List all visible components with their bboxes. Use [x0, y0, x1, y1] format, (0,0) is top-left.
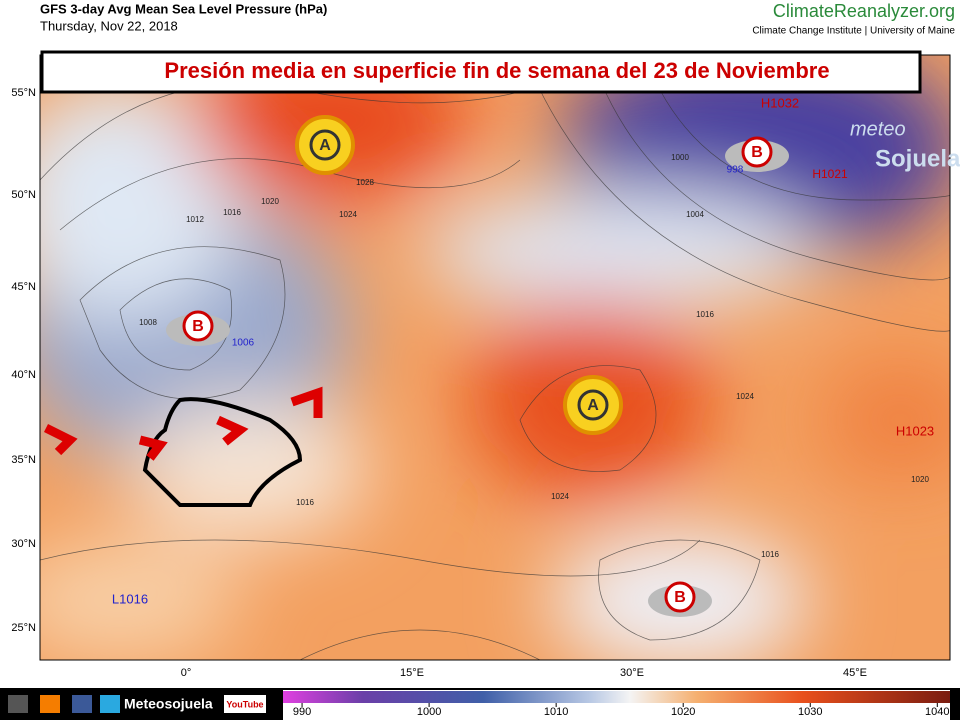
colorbar [283, 691, 950, 703]
lat-label: 50°N [11, 189, 36, 201]
lon-label: 30°E [620, 667, 644, 679]
icon [100, 695, 120, 713]
pressure-label: 1016 [696, 310, 714, 319]
icon [8, 695, 28, 713]
pressure-label: 1024 [736, 392, 754, 401]
pressure-label: 1024 [339, 210, 357, 219]
brand-sub: Climate Change Institute | University of… [752, 26, 955, 37]
pressure-label: 998 [727, 165, 744, 176]
symbol-ring [664, 581, 696, 613]
lat-label: 30°N [11, 538, 36, 550]
pressure-label: H1021 [812, 167, 848, 181]
icon [40, 695, 60, 713]
colorbar-label: 1040 [925, 706, 949, 718]
youtube: YouTube [226, 699, 263, 709]
symbol-letter: B [192, 318, 204, 335]
lat-label: 40°N [11, 369, 36, 381]
symbol-letter: A [587, 397, 599, 414]
footer-name: Meteosojuela [124, 696, 213, 712]
iberia-outline [142, 397, 303, 508]
colorbar-label: 1000 [417, 706, 441, 718]
pressure-label: 1020 [261, 197, 279, 206]
watermark: meteo [850, 118, 906, 140]
symbol-letter: A [319, 137, 331, 154]
pressure-label: 1016 [296, 498, 314, 507]
symbol-ring [182, 310, 214, 342]
pressure-label: 1012 [186, 215, 204, 224]
banner: Presión media en superficie fin de seman… [164, 58, 829, 83]
symbol-ring [309, 129, 341, 161]
date: Thursday, Nov 22, 2018 [40, 18, 178, 33]
pressure-label: 1004 [686, 210, 704, 219]
symbol-letter: B [751, 144, 763, 161]
pressure-label: 1016 [223, 208, 241, 217]
watermark: Sojuela [875, 145, 960, 172]
lat-label: 35°N [11, 454, 36, 466]
pressure-label: 1008 [139, 318, 157, 327]
pressure-label: 1020 [911, 475, 929, 484]
pressure-label: L1016 [112, 591, 148, 606]
pressure-label: 1028 [356, 178, 374, 187]
title: GFS 3-day Avg Mean Sea Level Pressure (h… [40, 1, 327, 16]
colorbar-label: 1010 [544, 706, 568, 718]
pressure-label: 1000 [671, 153, 689, 162]
lat-label: 55°N [11, 87, 36, 99]
pressure-label: H1023 [896, 423, 934, 438]
lon-label: 45°E [843, 667, 867, 679]
symbol-ring [577, 389, 609, 421]
colorbar-label: 1030 [798, 706, 822, 718]
map [40, 55, 950, 660]
wind-arrows [43, 386, 323, 461]
pressure-label: H1032 [761, 95, 799, 110]
lat-label: 25°N [11, 622, 36, 634]
colorbar-label: 1020 [671, 706, 695, 718]
pressure-label: 1024 [551, 492, 569, 501]
symbol-ring [741, 136, 773, 168]
lat-label: 45°N [11, 281, 36, 293]
banner-box [40, 50, 922, 94]
pressure-label: 1016 [761, 550, 779, 559]
icon [72, 695, 92, 713]
pressure-label: 1006 [232, 338, 255, 349]
lon-label: 0° [181, 667, 192, 679]
youtube-box [224, 695, 266, 713]
lon-label: 15°E [400, 667, 424, 679]
colorbar-label: 990 [293, 706, 311, 718]
brand: ClimateReanalyzer.org [773, 1, 955, 21]
symbol-letter: B [674, 589, 686, 606]
